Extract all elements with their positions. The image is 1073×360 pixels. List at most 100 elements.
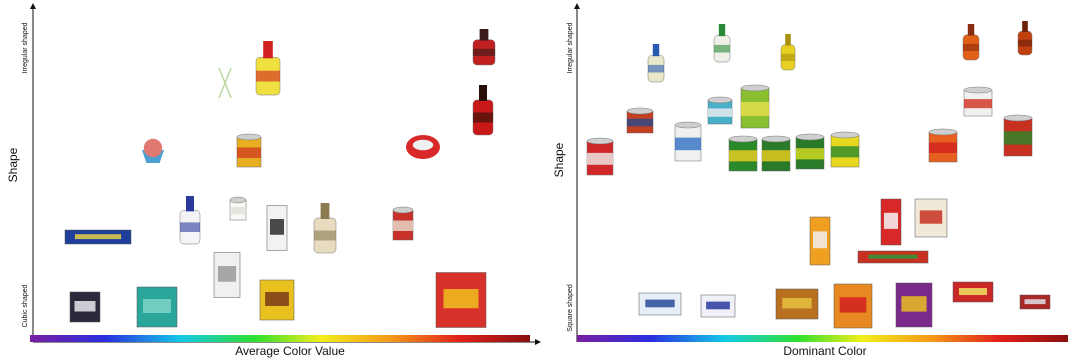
product-can <box>1003 114 1033 157</box>
box-label <box>919 210 943 224</box>
can-top <box>740 84 770 92</box>
bottle-label <box>256 70 280 82</box>
product-box <box>64 229 132 245</box>
product-can <box>963 86 993 117</box>
can-label <box>831 146 859 158</box>
can-label <box>964 99 992 109</box>
can-top <box>928 128 958 136</box>
bottle-neck <box>479 29 489 41</box>
bottle-neck <box>785 34 791 46</box>
box-label <box>217 266 237 282</box>
y-top-label: Irregular shaped <box>22 22 29 73</box>
product-box <box>895 282 933 328</box>
product-can <box>626 107 654 134</box>
y-label: Shape <box>6 147 20 182</box>
box-label <box>443 289 479 309</box>
product-can <box>236 133 262 168</box>
x-label: Dominant Color <box>783 344 866 358</box>
cup-top <box>143 138 163 158</box>
x-label: Average Color Value <box>235 344 345 358</box>
can-label <box>708 108 732 117</box>
product-bottle <box>962 24 980 61</box>
y-label: Shape <box>552 142 566 177</box>
can-label <box>762 150 790 162</box>
box-label <box>1024 299 1046 305</box>
box-label <box>265 292 289 306</box>
bottle-neck <box>1022 21 1028 32</box>
box-label <box>959 288 987 295</box>
can-top <box>674 121 702 129</box>
box-label <box>868 254 918 259</box>
bottle-label <box>781 53 795 61</box>
can-label <box>675 137 701 151</box>
can-label <box>587 152 613 165</box>
y-bottom-label: Square shaped <box>567 284 574 332</box>
bottle-label <box>180 222 200 232</box>
product-box <box>809 216 831 266</box>
right-panel: Shape Irregular shaped Square shaped Dom… <box>552 3 1068 358</box>
bottle-neck <box>718 24 726 37</box>
scissor-blade <box>218 67 232 99</box>
product-bottle <box>472 85 494 136</box>
product-can <box>229 196 247 221</box>
box-label <box>74 234 122 240</box>
product-box <box>266 205 288 251</box>
box-label <box>74 301 96 312</box>
bottle-label <box>473 48 495 56</box>
y-top-label: Irregular shaped <box>567 22 574 73</box>
product-cup <box>142 138 164 163</box>
can-label <box>796 148 824 160</box>
product-bottle <box>713 24 731 63</box>
product-can <box>795 133 825 170</box>
box-label <box>884 212 898 229</box>
can-label <box>729 150 757 162</box>
product-box <box>435 272 487 328</box>
product-can <box>586 137 614 176</box>
can-label <box>230 207 246 214</box>
can-top <box>761 135 791 143</box>
can-label <box>741 102 769 116</box>
product-box <box>136 286 178 328</box>
product-box <box>213 252 241 298</box>
bottle-label <box>963 43 979 51</box>
product-can <box>928 128 958 163</box>
product-box <box>700 294 736 318</box>
can-top <box>707 96 733 104</box>
can-label <box>393 220 413 231</box>
box-label <box>813 231 827 249</box>
product-box <box>857 250 929 264</box>
product-can <box>728 135 758 172</box>
can-top <box>236 133 262 141</box>
product-can <box>761 135 791 172</box>
can-label <box>237 147 261 158</box>
can-top <box>1003 114 1033 122</box>
box-label <box>270 219 284 235</box>
product-box <box>952 281 994 303</box>
color-bar <box>577 335 1068 342</box>
product-images <box>64 21 1051 329</box>
can-label <box>627 118 653 127</box>
can-top <box>795 133 825 141</box>
product-can <box>830 131 860 168</box>
bottle-label <box>714 44 730 53</box>
product-bowl <box>406 135 440 159</box>
bottle-neck <box>479 85 487 101</box>
box-label <box>143 299 171 313</box>
bowl-inside <box>412 139 434 151</box>
can-label <box>1004 131 1032 145</box>
box-label <box>839 297 867 313</box>
product-box <box>638 292 682 316</box>
bottle-label <box>648 64 664 73</box>
can-top <box>830 131 860 139</box>
product-bottle <box>313 203 337 254</box>
box-label <box>706 301 730 310</box>
product-box <box>775 288 819 320</box>
product-box <box>1019 294 1051 310</box>
product-bottle <box>780 34 796 71</box>
product-can <box>707 96 733 125</box>
product-can <box>392 206 414 241</box>
can-top <box>963 86 993 94</box>
product-can <box>740 84 770 129</box>
box-label <box>901 296 927 312</box>
